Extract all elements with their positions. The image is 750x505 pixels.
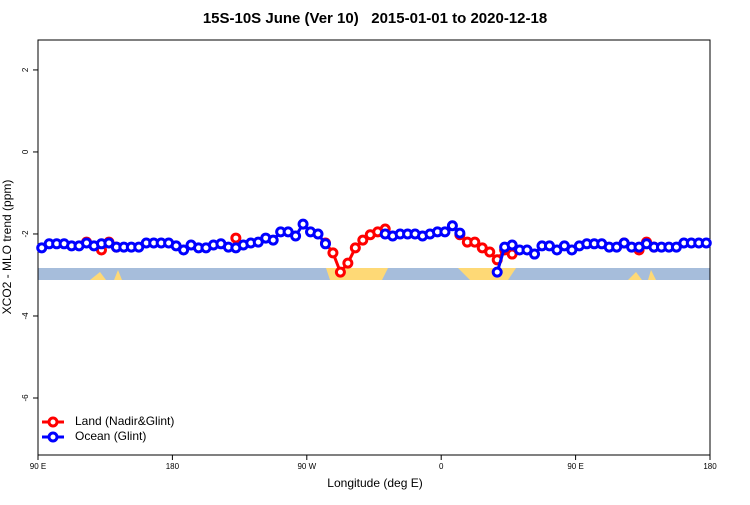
data-point — [491, 266, 503, 278]
data-point — [469, 236, 481, 248]
legend-label: Ocean (Glint) — [75, 429, 146, 443]
x-tick-label: 90 W — [297, 462, 316, 471]
x-tick-label: 90 E — [30, 462, 46, 471]
legend-marker — [47, 431, 59, 443]
legend-marker — [47, 416, 59, 428]
y-tick-label: 2 — [21, 67, 30, 72]
data-point — [178, 244, 190, 256]
data-point — [334, 266, 346, 278]
data-point — [529, 248, 541, 260]
data-point — [439, 226, 451, 238]
data-point — [290, 230, 302, 242]
data-point — [297, 218, 309, 230]
y-axis-label: XCO2 - MLO trend (ppm) — [0, 180, 14, 315]
x-tick-label: 0 — [439, 462, 444, 471]
x-tick-label: 180 — [703, 462, 717, 471]
legend-label: Land (Nadir&Glint) — [75, 414, 174, 428]
data-point — [342, 257, 354, 269]
y-tick-label: 0 — [21, 149, 30, 154]
data-point — [312, 228, 324, 240]
y-tick-label: -4 — [21, 312, 30, 320]
data-point — [349, 242, 361, 254]
data-point — [357, 234, 369, 246]
data-point — [446, 220, 458, 232]
data-point — [454, 227, 466, 239]
x-axis-label: Longitude (deg E) — [327, 476, 422, 490]
data-point — [484, 246, 496, 258]
data-point — [700, 237, 712, 249]
data-point — [267, 234, 279, 246]
data-point — [327, 247, 339, 259]
x-tick-label: 180 — [166, 462, 180, 471]
y-tick-label: -6 — [21, 394, 30, 402]
chart-title: 15S-10S June (Ver 10) 2015-01-01 to 2020… — [203, 10, 547, 27]
data-point — [230, 232, 242, 244]
y-tick-label: -2 — [21, 230, 30, 238]
x-tick-label: 90 E — [567, 462, 583, 471]
mask-strip — [38, 268, 710, 280]
data-point — [319, 238, 331, 250]
data-point — [506, 239, 518, 251]
